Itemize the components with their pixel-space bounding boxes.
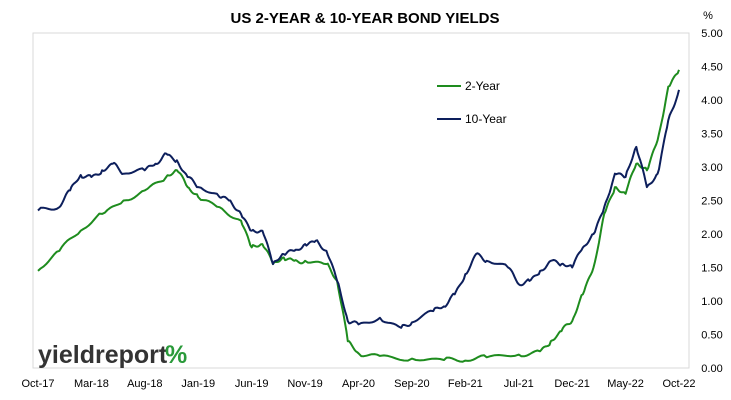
y-tick-label: 4.50 [701,62,722,74]
legend-label-10-year: 10-Year [465,112,507,126]
y-tick-label: 5.00 [701,28,722,40]
x-tick-label: Mar-18 [74,378,109,390]
y-tick-label: 1.50 [701,263,722,275]
y-tick-label: 4.00 [701,95,722,107]
brand-wordmark: yieldreport [38,341,168,369]
x-tick-label: Aug-18 [127,378,162,390]
x-tick-label: Apr-20 [342,378,375,390]
x-tick-label: Oct-17 [21,378,54,390]
x-tick-label: Jul-21 [504,378,534,390]
chart-title: US 2-YEAR & 10-YEAR BOND YIELDS [231,10,500,27]
y-tick-label: 2.00 [701,229,722,241]
x-tick-label: Nov-19 [287,378,322,390]
series-group [37,69,680,363]
x-tick-label: Sep-20 [394,378,429,390]
plot-area [32,32,690,369]
y-tick-label: 3.00 [701,162,722,174]
x-tick-label: Oct-22 [662,378,695,390]
x-tick-label: Dec-21 [554,378,589,390]
x-tick-label: Jun-19 [235,378,269,390]
x-tick-label: May-22 [607,378,644,390]
legend-label-2-year: 2-Year [465,79,500,93]
series-line-10-year [37,89,680,329]
y-axis-unit: % [703,10,713,22]
x-tick-label: Feb-21 [448,378,483,390]
series-line-2-year [37,69,680,363]
y-tick-label: 0.00 [701,363,722,375]
brand-percent-symbol: % [165,341,187,369]
y-tick-label: 3.50 [701,129,722,141]
brand-logo: yieldreport % [38,341,187,369]
legend: 2-Year 10-Year [437,79,507,126]
y-tick-label: 2.50 [701,196,722,208]
x-tick-label: Jan-19 [181,378,215,390]
y-tick-label: 0.50 [701,330,722,342]
x-axis: Oct-17 Mar-18 Aug-18 Jan-19 Jun-19 Nov-19 Apr-… [21,378,695,390]
y-axis: 0.00 0.50 1.00 1.50 2.00 2.50 3.00 3.50 4.00 4.50… [701,28,722,375]
y-tick-label: 1.00 [701,296,722,308]
